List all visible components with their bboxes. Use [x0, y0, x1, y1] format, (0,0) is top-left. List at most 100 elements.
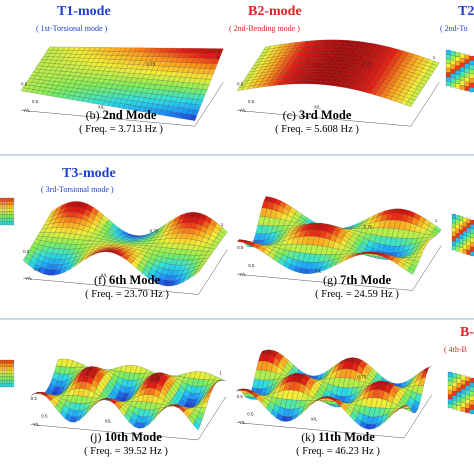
mode-shape-plot-g: 0.5 0.5 0.75 1 Y/L X/L [236, 196, 442, 291]
mode-shape-plot-h [451, 213, 474, 257]
surface-mesh [30, 358, 226, 431]
tick-y-0.5: 0.5 [23, 249, 30, 254]
plot-axes [236, 82, 440, 127]
tick-y-0.5: 0.5 [237, 82, 244, 87]
caption-freq-c: ( Freq. = 5.608 Hz ) [275, 124, 359, 135]
tick-x-0.75: 0.75 [364, 224, 373, 229]
mode-subtitle-f: ( 3rd-Torsional mode ) [41, 185, 114, 194]
caption-f: (f) 6th Mode ( Freq. = 23.70 Hz ) [62, 273, 192, 302]
plot-axes [236, 394, 432, 439]
tick-x-0.75: 0.75 [362, 61, 371, 66]
cropped-surface-mesh [0, 197, 15, 226]
tick-x-0.5: 0.5 [32, 99, 39, 104]
caption-freq-f: ( Freq. = 23.70 Hz ) [85, 289, 169, 300]
caption-c: (c) 3rd Mode ( Freq. = 5.608 Hz ) [252, 108, 382, 137]
plot-axes [30, 396, 226, 441]
tick-x-0.5: 0.5 [34, 267, 41, 272]
row-separator-2 [0, 318, 474, 320]
caption-mode-k: 11th Mode [318, 430, 375, 444]
mode-shape-plot-d [445, 49, 474, 93]
tick-x-0.5: 0.5 [247, 411, 254, 416]
tick-x-0.5: 0.5 [248, 99, 255, 104]
caption-mode-b: 2nd Mode [102, 108, 157, 122]
mode-subtitle-c: ( 2nd-Bending mode ) [229, 24, 300, 33]
surface-mesh [236, 39, 440, 107]
mode-shape-plot-l [447, 371, 474, 415]
tick-x-0.5: 0.5 [248, 263, 255, 268]
caption-j: (j) 10th Mode ( Freq. = 39.52 Hz ) [56, 430, 196, 459]
axis-label-y: Y/L [33, 422, 40, 427]
mode-shape-plot-j: 0.5 0.5 0.75 1 Y/L X/L [30, 358, 226, 441]
tick-y-0.5: 0.5 [31, 396, 38, 401]
caption-mode-g: 7th Mode [339, 273, 392, 287]
tick-x-1: 1 [425, 368, 428, 373]
cropped-surface-mesh [447, 371, 474, 415]
tick-x-1: 1 [221, 222, 224, 227]
caption-prefix-b: (b) [85, 108, 100, 122]
axis-label-x: X/L [315, 268, 322, 273]
mode-subtitle-d: ( 2nd-To [440, 24, 468, 33]
surface-mesh [236, 349, 432, 430]
caption-prefix-j: (j) [90, 430, 102, 444]
cropped-surface-mesh [451, 213, 474, 257]
tick-x-1: 1 [219, 370, 222, 375]
mode-shape-plot-i [0, 359, 15, 388]
tick-y-0.5: 0.5 [237, 394, 244, 399]
mode-shape-plot-c: 0.5 0.5 0.75 1 Y/L X/L [236, 39, 440, 127]
axis-label-x: X/L [101, 272, 108, 277]
axis-label-y: Y/L [239, 108, 246, 113]
mode-title-c: B2-mode [248, 4, 302, 19]
axis-label-x: X/L [311, 417, 318, 422]
tick-x-0.75: 0.75 [146, 61, 155, 66]
caption-mode-j: 10th Mode [104, 430, 162, 444]
axis-label-x: X/L [105, 419, 112, 424]
caption-freq-j: ( Freq. = 39.52 Hz ) [84, 446, 168, 457]
mode-title-l: B- [460, 325, 474, 340]
tick-y-0.5: 0.5 [237, 245, 244, 250]
mode-title-f: T3-mode [62, 166, 116, 181]
plot-axes [23, 249, 228, 295]
cropped-surface-mesh [0, 359, 15, 388]
mode-shape-plot-b: 0.5 0.5 0.75 1 Y/L X/L [20, 46, 224, 127]
plot-axes [237, 245, 442, 291]
caption-prefix-k: (k) [301, 430, 316, 444]
caption-mode-f: 6th Mode [108, 273, 161, 287]
mode-title-d: T2 [458, 4, 474, 19]
caption-prefix-g: (g) [322, 273, 337, 287]
axis-label-y: Y/L [239, 272, 246, 277]
tick-y-0.5: 0.5 [21, 82, 28, 87]
plot-axes [20, 82, 224, 127]
caption-freq-k: ( Freq. = 46.23 Hz ) [296, 446, 380, 457]
caption-freq-g: ( Freq. = 24.59 Hz ) [315, 289, 399, 300]
caption-prefix-f: (f) [93, 273, 106, 287]
tick-x-0.75: 0.75 [150, 228, 159, 233]
caption-k: (k) 11th Mode ( Freq. = 46.23 Hz ) [268, 430, 408, 459]
axis-label-x: X/L [98, 105, 105, 110]
caption-prefix-c: (c) [282, 108, 296, 122]
caption-freq-b: ( Freq. = 3.713 Hz ) [79, 124, 163, 135]
mode-subtitle-b: ( 1st-Torsional mode ) [36, 24, 108, 33]
mode-shape-plot-k: 0.5 0.5 0.75 1 Y/L X/L [236, 349, 432, 439]
mode-subtitle-l: ( 4th-B [444, 345, 467, 354]
axis-label-y: Y/L [25, 276, 32, 281]
axis-label-y: Y/L [23, 108, 30, 113]
caption-mode-c: 3rd Mode [298, 108, 352, 122]
tick-x-1: 1 [435, 218, 438, 223]
mode-shape-plot-e [0, 197, 15, 226]
mode-shape-plot-f: 0.5 0.5 0.75 1 Y/L X/L [22, 201, 228, 295]
surface-mesh [20, 46, 224, 121]
caption-b: (b) 2nd Mode ( Freq. = 3.713 Hz ) [56, 108, 186, 137]
axis-label-y: Y/L [239, 420, 246, 425]
row-separator-1 [0, 154, 474, 156]
axis-label-x: X/L [314, 105, 321, 110]
surface-mesh [22, 201, 228, 287]
tick-x-1: 1 [217, 55, 220, 60]
tick-x-0.75: 0.75 [357, 374, 366, 379]
surface-mesh [236, 196, 442, 275]
caption-g: (g) 7th Mode ( Freq. = 24.59 Hz ) [292, 273, 422, 302]
cropped-surface-mesh [445, 49, 474, 93]
tick-x-0.75: 0.75 [151, 376, 160, 381]
tick-x-1: 1 [433, 55, 436, 60]
mode-title-b: T1-mode [57, 4, 111, 19]
tick-x-0.5: 0.5 [41, 413, 48, 418]
